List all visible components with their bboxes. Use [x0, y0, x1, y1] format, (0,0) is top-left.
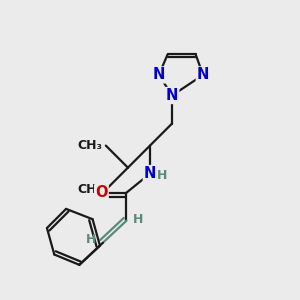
Text: N: N [153, 68, 165, 82]
Text: H: H [158, 169, 168, 182]
Text: H: H [133, 213, 143, 226]
Text: N: N [166, 88, 178, 103]
Text: H: H [86, 233, 96, 246]
Text: CH₃: CH₃ [77, 183, 102, 196]
Text: O: O [95, 185, 108, 200]
Text: N: N [197, 68, 209, 82]
Text: N: N [144, 166, 156, 181]
Text: CH₃: CH₃ [77, 139, 102, 152]
